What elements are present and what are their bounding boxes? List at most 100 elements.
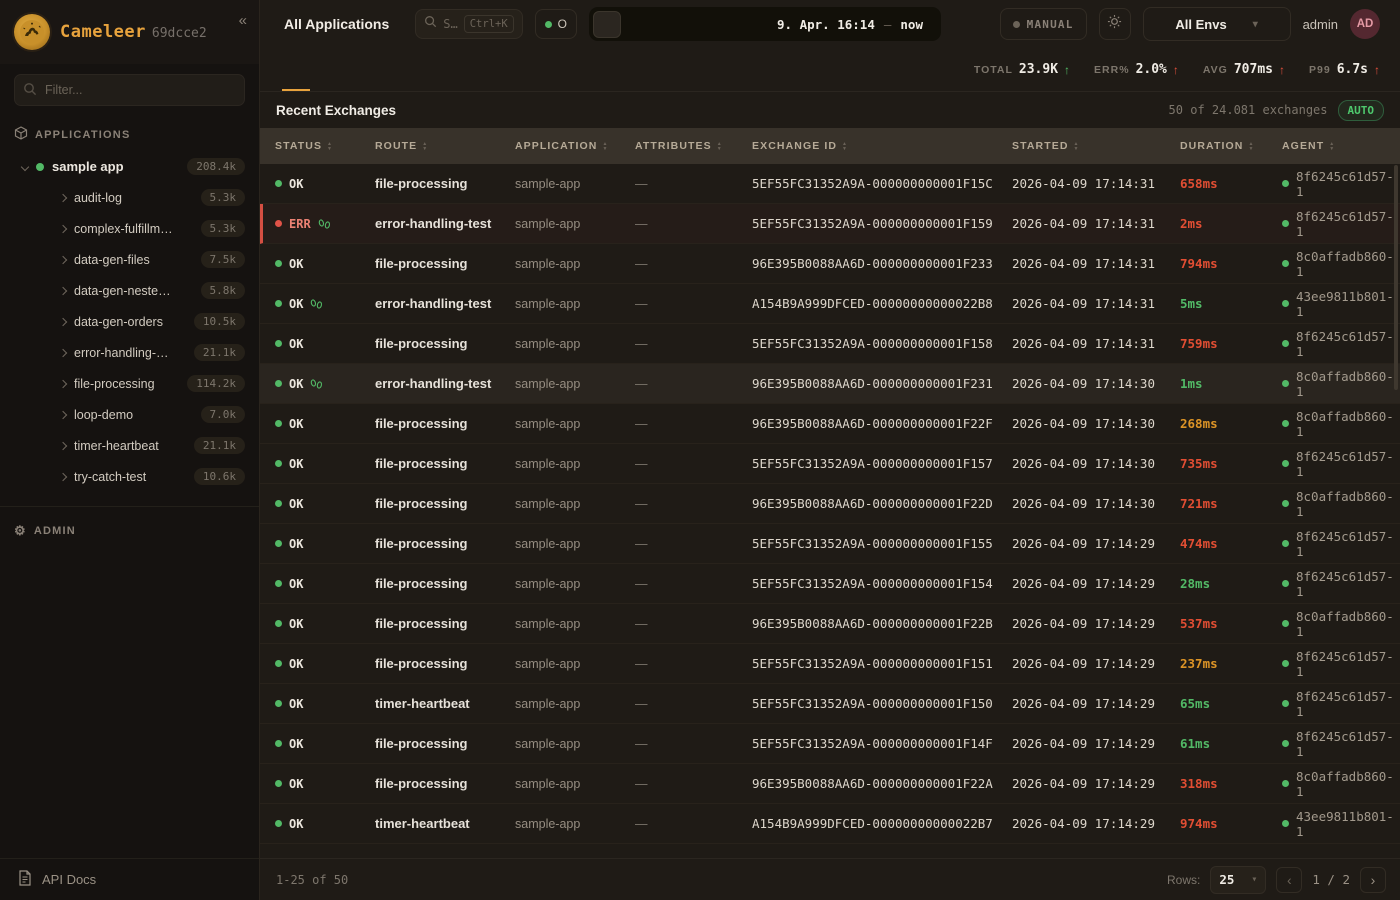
column-header[interactable]: ATTRIBUTES ▲ ▼ bbox=[635, 140, 752, 152]
column-header[interactable]: STATUS ▲ ▼ bbox=[275, 140, 375, 152]
column-header[interactable]: DURATION ▲ ▼ bbox=[1180, 140, 1282, 152]
admin-menu-item[interactable] bbox=[0, 667, 259, 697]
chevron-right-icon bbox=[58, 224, 68, 233]
table-row[interactable]: OK timer-heartbeat sample-app — A154B9A9… bbox=[260, 804, 1400, 844]
date-range-button[interactable]: 9. Apr. 16:14 – now bbox=[763, 17, 937, 32]
table-row[interactable]: OK file-processing sample-app — 96E395B0… bbox=[260, 244, 1400, 284]
sidebar-route-item[interactable]: data-gen-orders 10.5k bbox=[0, 306, 259, 337]
tab-dashboard[interactable] bbox=[310, 48, 338, 91]
route-cell: error-handling-test bbox=[375, 296, 492, 311]
chevron-right-icon bbox=[58, 255, 68, 264]
started-cell: 2026-04-09 17:14:29 bbox=[1012, 656, 1155, 671]
time-range-button[interactable] bbox=[623, 11, 649, 38]
exchange-id-cell: 5EF55FC31352A9A-000000000001F151 bbox=[752, 656, 993, 671]
started-cell: 2026-04-09 17:14:30 bbox=[1012, 376, 1155, 391]
route-name: data-gen-files bbox=[74, 252, 150, 267]
sidebar-route-item[interactable]: try-catch-test 10.6k bbox=[0, 461, 259, 492]
time-range-button[interactable] bbox=[593, 10, 622, 38]
table-row[interactable]: OK file-processing sample-app — 96E395B0… bbox=[260, 404, 1400, 444]
sidebar-route-item[interactable]: data-gen-neste… 5.8k bbox=[0, 275, 259, 306]
applications-section-label: APPLICATIONS bbox=[35, 128, 131, 141]
time-range-button[interactable] bbox=[707, 11, 733, 38]
application-cell: sample-app bbox=[515, 376, 581, 391]
table-row[interactable]: OK file-processing sample-app — 5EF55FC3… bbox=[260, 524, 1400, 564]
prev-page-button[interactable]: ‹ bbox=[1276, 866, 1303, 893]
rows-per-page-select[interactable]: 25 ▾ bbox=[1210, 865, 1267, 894]
agent-status-dot bbox=[1282, 340, 1289, 347]
admin-menu-item[interactable] bbox=[0, 577, 259, 607]
next-page-button[interactable]: › bbox=[1360, 866, 1386, 893]
table-row[interactable]: OK file-processing sample-app — 5EF55FC3… bbox=[260, 164, 1400, 204]
sidebar: Cameleer 69dcce2 « APPLICATIONS sample ap… bbox=[0, 0, 260, 900]
agent-status-dot bbox=[1282, 540, 1289, 547]
table-row[interactable]: OK file-processing sample-app — 5EF55FC3… bbox=[260, 564, 1400, 604]
admin-menu-item[interactable] bbox=[0, 637, 259, 667]
table-row[interactable]: OK error-handling-test sample-app — A154… bbox=[260, 284, 1400, 324]
column-header[interactable]: STARTED ▲ ▼ bbox=[1012, 140, 1180, 152]
tab-exchanges[interactable] bbox=[282, 48, 310, 91]
application-cell: sample-app bbox=[515, 776, 581, 791]
app-status-dot bbox=[36, 162, 44, 171]
time-range-button[interactable] bbox=[735, 11, 761, 38]
agent-cell: 8f6245c61d57-1 bbox=[1282, 209, 1400, 239]
table-row[interactable]: ERR error-handling-test sample-app — 5EF… bbox=[260, 204, 1400, 244]
column-header[interactable]: EXCHANGE ID ▲ ▼ bbox=[752, 140, 1012, 152]
agent-id: 8f6245c61d57-1 bbox=[1296, 728, 1394, 759]
time-range-button[interactable] bbox=[651, 11, 677, 38]
env-select[interactable]: All Envs ▾ bbox=[1142, 7, 1291, 41]
table-row[interactable]: OK file-processing sample-app — 5EF55FC3… bbox=[260, 324, 1400, 364]
route-count-badge: 7.5k bbox=[200, 251, 245, 268]
avatar[interactable]: AD bbox=[1350, 9, 1380, 39]
admin-menu-item[interactable] bbox=[0, 547, 259, 577]
sidebar-route-item[interactable]: file-processing 114.2k bbox=[0, 368, 259, 399]
manual-refresh-button[interactable]: MANUAL bbox=[999, 8, 1087, 40]
column-header[interactable]: AGENT ▲ ▼ bbox=[1282, 140, 1400, 152]
table-row[interactable]: OK file-processing sample-app — 96E395B0… bbox=[260, 484, 1400, 524]
api-docs-link[interactable]: API Docs bbox=[0, 858, 259, 900]
table-row[interactable]: OK timer-heartbeat sample-app — 5EF55FC3… bbox=[260, 684, 1400, 724]
admin-menu-item[interactable] bbox=[0, 607, 259, 637]
sidebar-route-item[interactable]: loop-demo 7.0k bbox=[0, 399, 259, 430]
column-header[interactable]: APPLICATION ▲ ▼ bbox=[515, 140, 635, 152]
page-indicator: 1 / 2 bbox=[1312, 872, 1350, 887]
sidebar-route-item[interactable]: data-gen-files 7.5k bbox=[0, 244, 259, 275]
table-row[interactable]: OK file-processing sample-app — 96E395B0… bbox=[260, 764, 1400, 804]
filter-input[interactable] bbox=[14, 74, 245, 106]
agent-cell: 8f6245c61d57-1 bbox=[1282, 169, 1400, 199]
route-count-badge: 5.3k bbox=[200, 220, 245, 237]
table-row[interactable]: OK file-processing sample-app — 5EF55FC3… bbox=[260, 724, 1400, 764]
exchange-id-cell: 5EF55FC31352A9A-000000000001F14F bbox=[752, 736, 993, 751]
duration-cell: 735ms bbox=[1180, 456, 1218, 471]
time-range-button[interactable] bbox=[679, 11, 705, 38]
auto-refresh-badge[interactable]: AUTO bbox=[1337, 99, 1384, 121]
table-row[interactable]: OK error-handling-test sample-app — 96E3… bbox=[260, 364, 1400, 404]
table-row[interactable]: OK file-processing sample-app — 96E395B0… bbox=[260, 604, 1400, 644]
sidebar-route-item[interactable]: error-handling-… 21.1k bbox=[0, 337, 259, 368]
tab-deployments[interactable] bbox=[366, 48, 394, 91]
sidebar-route-item[interactable]: audit-log 5.3k bbox=[0, 182, 259, 213]
tab-runtime[interactable] bbox=[338, 48, 366, 91]
status-dot bbox=[275, 220, 282, 227]
theme-toggle-button[interactable] bbox=[1098, 8, 1131, 40]
online-indicator[interactable]: O bbox=[534, 9, 578, 39]
global-search[interactable]: S… Ctrl+K bbox=[415, 9, 523, 39]
sidebar-item-sample-app[interactable]: sample app 208.4k bbox=[0, 151, 259, 182]
duration-cell: 1ms bbox=[1180, 376, 1203, 391]
admin-menu-item[interactable] bbox=[0, 697, 259, 727]
agent-status-dot bbox=[1282, 820, 1289, 827]
date-separator: – bbox=[883, 16, 892, 32]
column-header[interactable]: ROUTE ▲ ▼ bbox=[375, 140, 515, 152]
sidebar-route-item[interactable]: timer-heartbeat 21.1k bbox=[0, 430, 259, 461]
table-row[interactable]: OK file-processing sample-app — 5EF55FC3… bbox=[260, 644, 1400, 684]
route-cell: file-processing bbox=[375, 496, 468, 511]
brand-version: 69dcce2 bbox=[151, 26, 207, 41]
sidebar-route-item[interactable]: complex-fulfillm… 5.3k bbox=[0, 213, 259, 244]
attributes-cell: — bbox=[635, 696, 648, 711]
scrollbar-thumb[interactable] bbox=[1394, 165, 1398, 390]
topbar: All Applications S… Ctrl+K O 9. Apr. 16:… bbox=[260, 0, 1400, 48]
exchange-id-cell: 96E395B0088AA6D-000000000001F22F bbox=[752, 416, 993, 431]
started-cell: 2026-04-09 17:14:31 bbox=[1012, 216, 1155, 231]
table-row[interactable]: OK file-processing sample-app — 5EF55FC3… bbox=[260, 444, 1400, 484]
sidebar-collapse-button[interactable]: « bbox=[238, 12, 247, 29]
admin-section-label: ADMIN bbox=[33, 525, 76, 537]
